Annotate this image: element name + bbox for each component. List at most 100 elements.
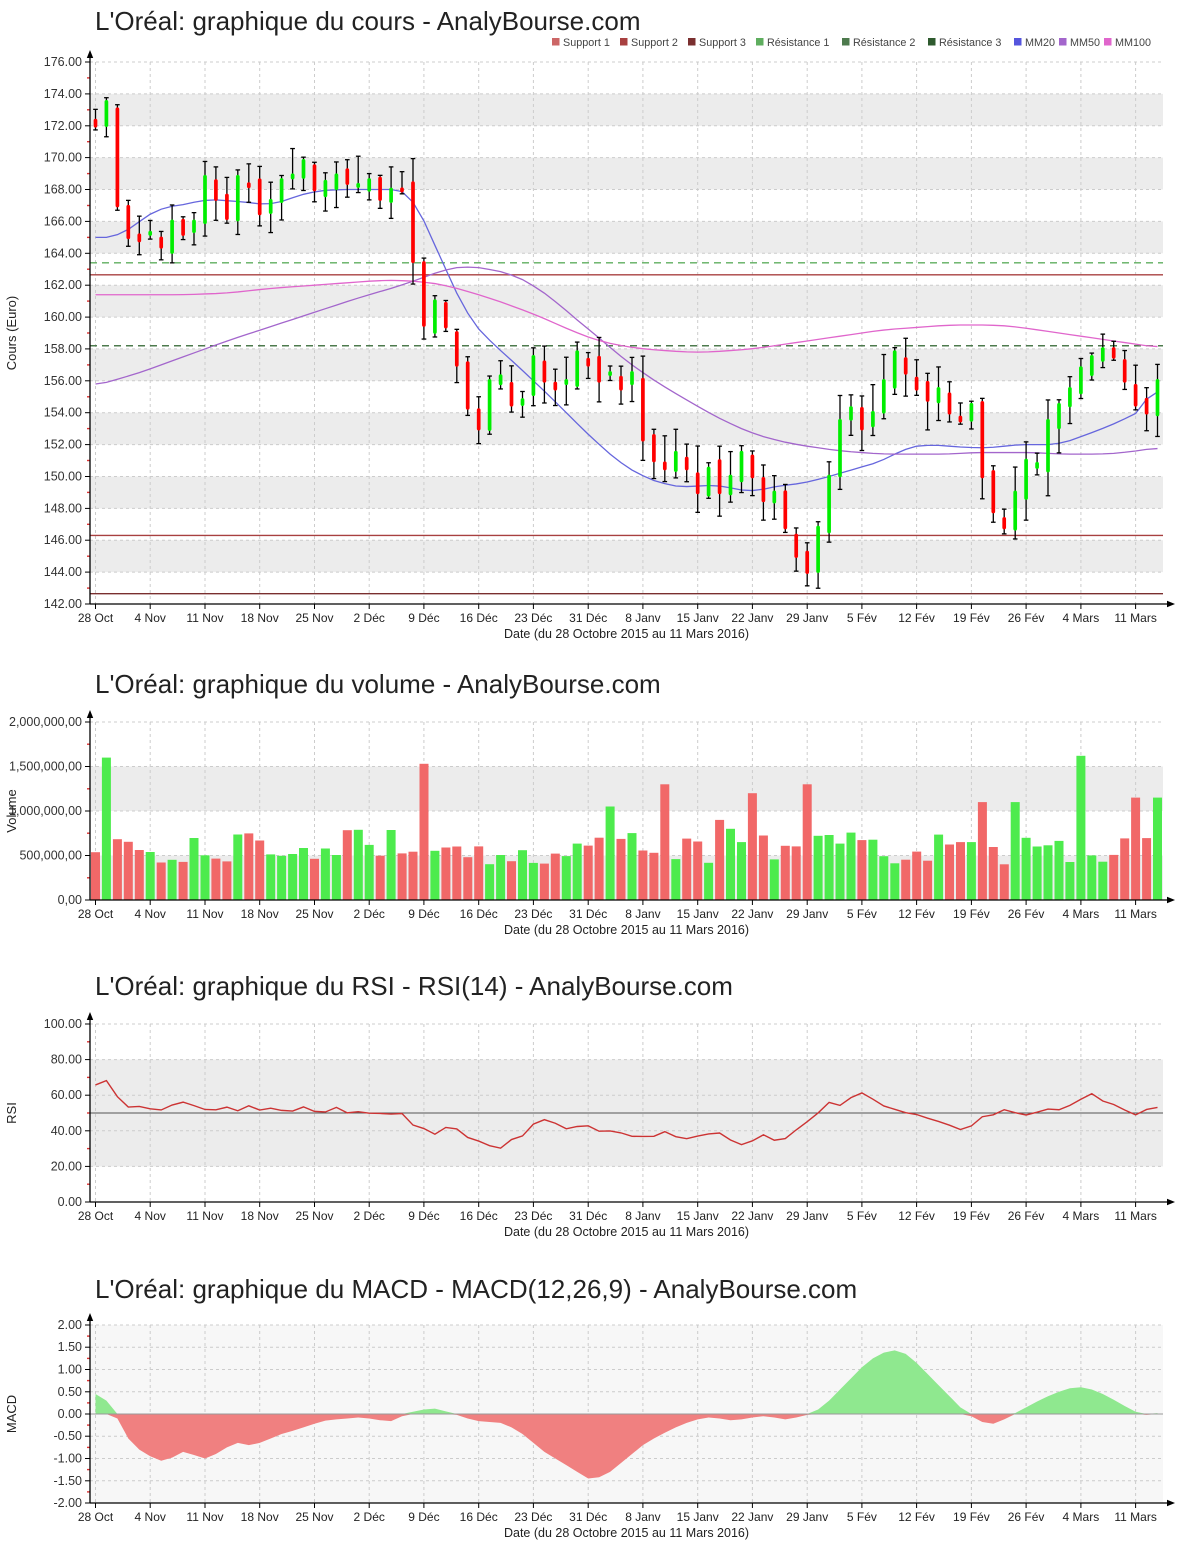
svg-text:16 Déc: 16 Déc	[460, 907, 498, 921]
svg-text:9 Déc: 9 Déc	[408, 611, 439, 625]
svg-text:15 Janv: 15 Janv	[677, 1209, 719, 1223]
svg-text:8 Janv: 8 Janv	[625, 907, 660, 921]
svg-text:12 Fév: 12 Fév	[898, 907, 935, 921]
svg-text:15 Janv: 15 Janv	[677, 611, 719, 625]
svg-text:25 Nov: 25 Nov	[295, 1209, 333, 1223]
svg-text:26 Fév: 26 Fév	[1008, 907, 1045, 921]
svg-text:16 Déc: 16 Déc	[460, 1209, 498, 1223]
svg-text:174.00: 174.00	[44, 87, 82, 101]
svg-text:MM100: MM100	[1115, 37, 1151, 49]
svg-text:MACD: MACD	[4, 1395, 19, 1433]
svg-text:168.00: 168.00	[44, 183, 82, 197]
svg-text:8 Janv: 8 Janv	[625, 611, 660, 625]
svg-text:31 Déc: 31 Déc	[569, 1209, 607, 1223]
svg-text:158.00: 158.00	[44, 342, 82, 356]
svg-text:1,000,000,00: 1,000,000,00	[9, 804, 82, 818]
svg-text:5 Fév: 5 Fév	[847, 907, 877, 921]
svg-text:Support 3: Support 3	[699, 37, 746, 49]
svg-text:0.50: 0.50	[58, 1385, 82, 1399]
svg-text:18 Nov: 18 Nov	[241, 1209, 279, 1223]
svg-text:4 Mars: 4 Mars	[1063, 1510, 1100, 1524]
svg-text:2 Déc: 2 Déc	[354, 907, 385, 921]
svg-text:23 Déc: 23 Déc	[514, 907, 552, 921]
svg-text:29 Janv: 29 Janv	[786, 907, 828, 921]
svg-text:162.00: 162.00	[44, 278, 82, 292]
svg-text:-1.00: -1.00	[54, 1452, 83, 1466]
svg-text:12 Fév: 12 Fév	[898, 1209, 935, 1223]
svg-text:22 Janv: 22 Janv	[731, 1510, 773, 1524]
svg-text:150.00: 150.00	[44, 470, 82, 484]
svg-text:Volume: Volume	[4, 789, 19, 832]
svg-text:18 Nov: 18 Nov	[241, 1510, 279, 1524]
svg-text:23 Déc: 23 Déc	[514, 1510, 552, 1524]
svg-text:19 Fév: 19 Fév	[953, 1510, 990, 1524]
svg-text:1.50: 1.50	[58, 1340, 82, 1354]
svg-text:Résistance 1: Résistance 1	[767, 37, 829, 49]
svg-text:4 Nov: 4 Nov	[135, 611, 166, 625]
svg-text:25 Nov: 25 Nov	[295, 1510, 333, 1524]
svg-text:166.00: 166.00	[44, 214, 82, 228]
svg-text:0,00: 0,00	[58, 893, 82, 907]
svg-text:-2.00: -2.00	[54, 1496, 83, 1510]
svg-text:Date (du 28 Octobre 2015 au 11: Date (du 28 Octobre 2015 au 11 Mars 2016…	[504, 627, 749, 641]
svg-text:80.00: 80.00	[51, 1053, 82, 1067]
svg-text:9 Déc: 9 Déc	[408, 1510, 439, 1524]
svg-text:100.00: 100.00	[44, 1017, 82, 1031]
svg-text:5 Fév: 5 Fév	[847, 611, 877, 625]
svg-text:144.00: 144.00	[44, 565, 82, 579]
svg-text:Date (du 28 Octobre 2015 au 11: Date (du 28 Octobre 2015 au 11 Mars 2016…	[504, 1225, 749, 1239]
svg-text:11 Nov: 11 Nov	[186, 1209, 223, 1223]
svg-text:28 Oct: 28 Oct	[78, 907, 114, 921]
svg-text:31 Déc: 31 Déc	[569, 611, 607, 625]
svg-text:31 Déc: 31 Déc	[569, 1510, 607, 1524]
svg-text:Support 2: Support 2	[631, 37, 678, 49]
svg-text:-1.50: -1.50	[54, 1474, 83, 1488]
svg-text:176.00: 176.00	[44, 55, 82, 69]
svg-text:8 Janv: 8 Janv	[625, 1510, 660, 1524]
svg-text:L'Oréal: graphique du cours -: L'Oréal: graphique du cours - AnalyBours…	[95, 6, 640, 36]
svg-text:0.00: 0.00	[58, 1195, 82, 1209]
svg-text:16 Déc: 16 Déc	[460, 1510, 498, 1524]
svg-text:154.00: 154.00	[44, 406, 82, 420]
svg-text:2 Déc: 2 Déc	[354, 1209, 385, 1223]
svg-text:Cours (Euro): Cours (Euro)	[4, 296, 19, 370]
svg-text:31 Déc: 31 Déc	[569, 907, 607, 921]
svg-text:11 Mars: 11 Mars	[1114, 611, 1156, 625]
svg-text:19 Fév: 19 Fév	[953, 907, 990, 921]
svg-text:172.00: 172.00	[44, 119, 82, 133]
svg-text:11 Nov: 11 Nov	[186, 907, 223, 921]
svg-text:2 Déc: 2 Déc	[354, 1510, 385, 1524]
svg-text:15 Janv: 15 Janv	[677, 1510, 719, 1524]
svg-text:1,500,000,00: 1,500,000,00	[9, 760, 82, 774]
svg-text:4 Mars: 4 Mars	[1063, 611, 1100, 625]
svg-text:4 Nov: 4 Nov	[135, 1209, 166, 1223]
svg-text:29 Janv: 29 Janv	[786, 611, 828, 625]
svg-text:19 Fév: 19 Fév	[953, 1209, 990, 1223]
svg-text:142.00: 142.00	[44, 597, 82, 611]
svg-text:11 Nov: 11 Nov	[186, 611, 223, 625]
svg-text:152.00: 152.00	[44, 438, 82, 452]
svg-text:Support 1: Support 1	[563, 37, 610, 49]
svg-text:23 Déc: 23 Déc	[514, 611, 552, 625]
svg-text:23 Déc: 23 Déc	[514, 1209, 552, 1223]
svg-text:Résistance 2: Résistance 2	[853, 37, 915, 49]
svg-text:500,000,00: 500,000,00	[19, 849, 82, 863]
svg-text:22 Janv: 22 Janv	[731, 907, 773, 921]
svg-text:9 Déc: 9 Déc	[408, 907, 439, 921]
svg-text:26 Fév: 26 Fév	[1008, 611, 1045, 625]
svg-text:9 Déc: 9 Déc	[408, 1209, 439, 1223]
svg-text:L'Oréal: graphique du MACD - M: L'Oréal: graphique du MACD - MACD(12,26,…	[95, 1274, 857, 1304]
svg-text:12 Fév: 12 Fév	[898, 611, 935, 625]
svg-text:4 Mars: 4 Mars	[1063, 1209, 1100, 1223]
svg-text:MM50: MM50	[1070, 37, 1100, 49]
svg-text:L'Oréal: graphique du RSI - RS: L'Oréal: graphique du RSI - RSI(14) - An…	[95, 971, 733, 1001]
svg-text:18 Nov: 18 Nov	[241, 907, 279, 921]
svg-text:22 Janv: 22 Janv	[731, 1209, 773, 1223]
svg-text:29 Janv: 29 Janv	[786, 1510, 828, 1524]
svg-text:-0.50: -0.50	[54, 1429, 83, 1443]
svg-text:12 Fév: 12 Fév	[898, 1510, 935, 1524]
svg-text:Date (du 28 Octobre 2015 au 11: Date (du 28 Octobre 2015 au 11 Mars 2016…	[504, 923, 749, 937]
svg-text:28 Oct: 28 Oct	[78, 1209, 114, 1223]
svg-text:11 Mars: 11 Mars	[1114, 1510, 1156, 1524]
svg-text:26 Fév: 26 Fév	[1008, 1209, 1045, 1223]
